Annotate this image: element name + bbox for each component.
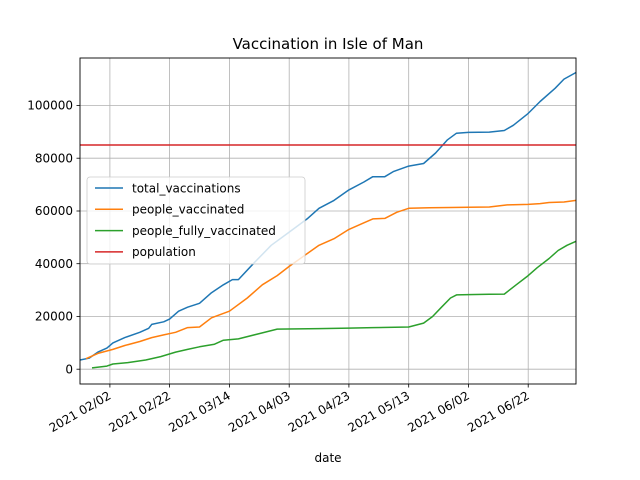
series-line-people-vaccinated <box>85 199 577 360</box>
y-axis-ticks: 0 20000 40000 60000 80000 100000 <box>27 99 80 376</box>
y-tick-label: 0 <box>65 362 73 376</box>
y-tick-label: 100000 <box>27 99 73 113</box>
series-lines <box>79 71 577 369</box>
series-line-people-fully-vaccinated <box>91 240 577 369</box>
legend: total_vaccinations people_vaccinatedpeopl… <box>86 176 306 265</box>
chart-title: Vaccination in Isle of Man <box>233 35 424 53</box>
series-line-total-vaccinations <box>79 71 577 361</box>
x-tick-label: 2021 03/14 <box>166 388 233 435</box>
x-tick-label: 2021 06/02 <box>405 388 472 435</box>
x-tick-label: 2021 04/23 <box>286 388 353 435</box>
grid-lines <box>80 58 576 384</box>
y-tick-label: 80000 <box>35 151 73 165</box>
legend-label: population <box>132 245 196 259</box>
x-tick-label: 2021 06/22 <box>465 388 532 435</box>
legend-label: people_vaccinated <box>132 203 244 217</box>
x-tick-label: 2021 04/03 <box>226 388 293 435</box>
legend-label: total_vaccinations <box>132 181 241 195</box>
y-tick-label: 40000 <box>35 257 73 271</box>
legend-label: people_fully_vaccinated <box>132 224 276 238</box>
plot-frame <box>79 57 577 385</box>
y-tick-label: 20000 <box>35 310 73 324</box>
x-tick-label: 2021 02/02 <box>47 388 114 435</box>
y-tick-label: 60000 <box>35 204 73 218</box>
x-axis-label: date <box>314 451 341 465</box>
x-tick-label: 2021 02/22 <box>106 388 173 435</box>
legend-box <box>86 176 306 265</box>
x-tick-label: 2021 05/13 <box>345 388 412 435</box>
